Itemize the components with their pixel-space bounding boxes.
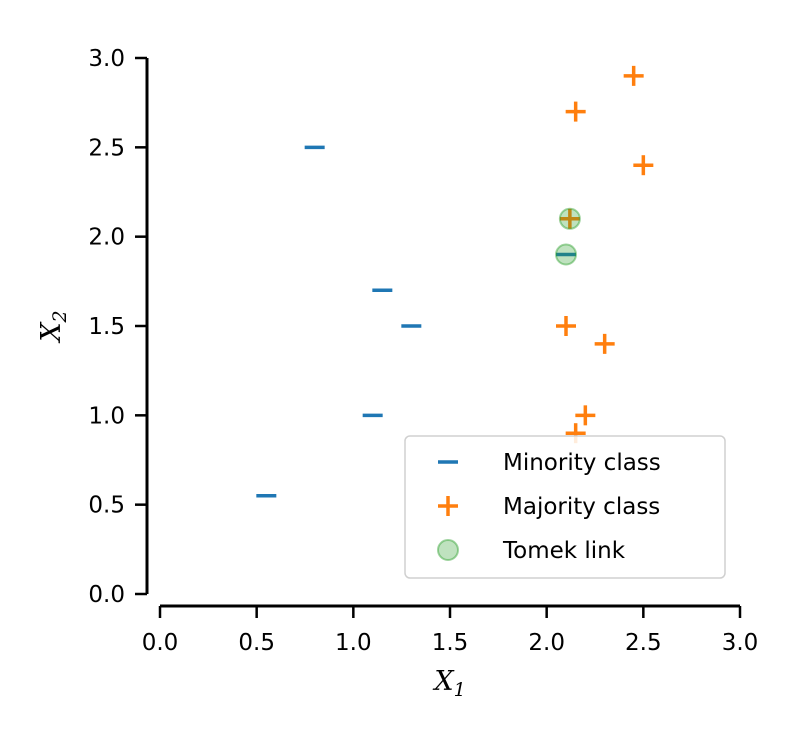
tomek-link-point [555,243,577,266]
majority-point [575,405,596,426]
legend: Minority class Majority class Tomek link [404,435,726,579]
x-tick-label: 1.5 [432,630,469,656]
majority-point [633,155,654,176]
legend-majority-marker [438,496,458,516]
majority-point [594,333,615,354]
x-axis-title-subscript: 1 [454,679,466,701]
x-axis-title-main: X [432,666,455,697]
majority-point [623,65,644,86]
x-tick-label: 1.0 [335,630,372,656]
y-tick-label: 2.5 [88,135,125,161]
majority-point [565,101,586,122]
x-tick-label: 0.0 [142,630,179,656]
y-tick-label: 2.0 [88,225,125,251]
majority-point [559,208,580,229]
y-tick-label: 0.0 [88,582,125,608]
y-tick-label: 0.5 [88,493,125,519]
tomek-link-point [558,207,581,230]
x-axis-title: X1 [432,666,465,701]
y-tick-label: 3.0 [88,46,125,72]
data-marks [256,65,654,498]
x-tick-label: 2.0 [528,630,565,656]
legend-label: Majority class [503,494,660,520]
y-axis-title-subscript: 2 [49,310,71,323]
x-tick-label: 2.5 [625,630,662,656]
y-tick-label: 1.0 [88,403,125,429]
y-axis-title-main: X [36,321,67,344]
legend-label: Tomek link [502,538,626,564]
x-tick-label: 3.0 [722,630,759,656]
legend-label: Minority class [503,450,661,476]
x-tick-label: 0.5 [238,630,275,656]
legend-tomek-marker [437,539,459,561]
axes: 0.0 0.5 1.0 1.5 2.0 2.5 3.0 0.0 0.5 1.0 1.5 2.0 2.5 3… [36,46,758,701]
majority-point [556,316,576,336]
legend-box [404,435,726,579]
y-tick-label: 1.5 [88,314,125,340]
y-axis-title: X2 [36,310,71,343]
